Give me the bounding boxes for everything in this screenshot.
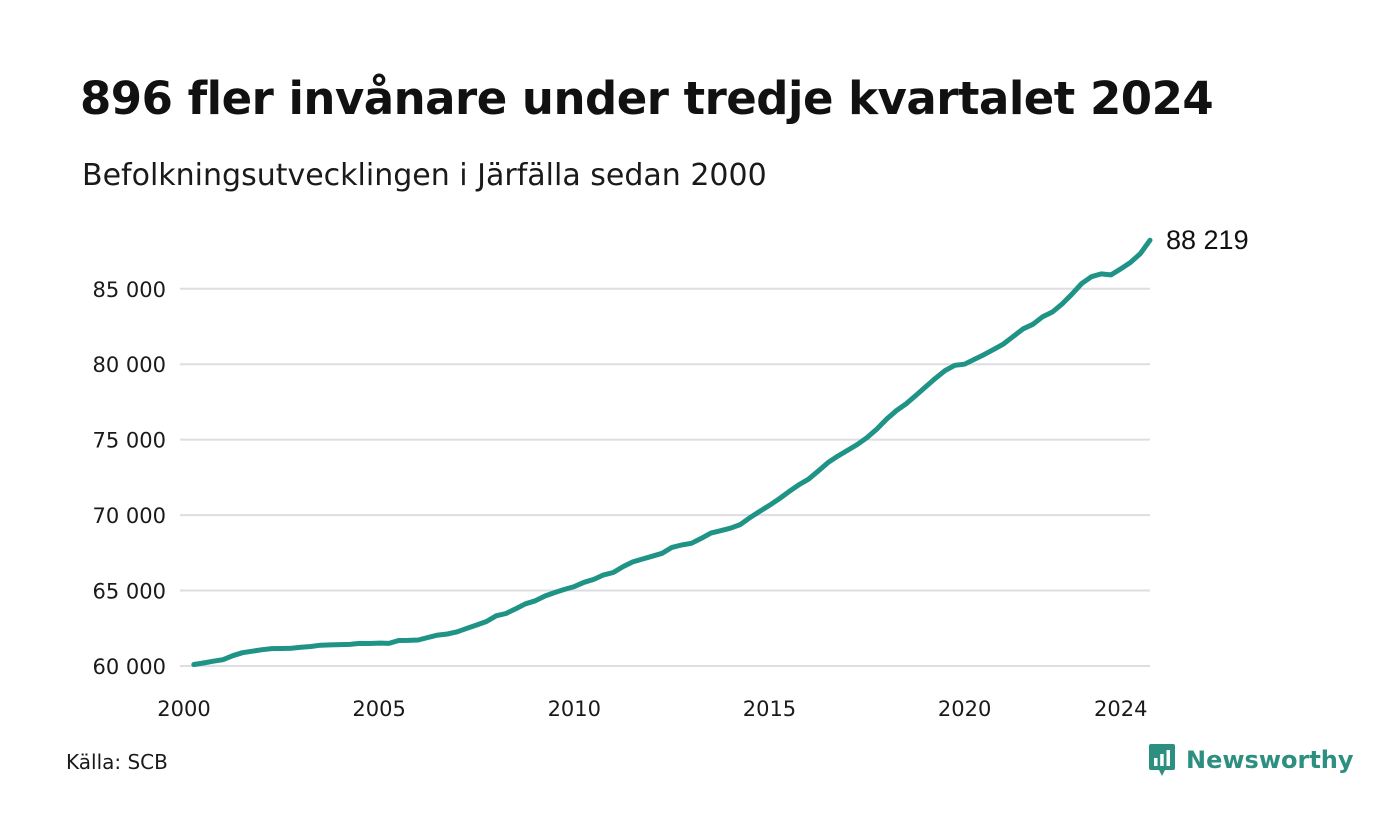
x-tick-label: 2010: [548, 697, 601, 721]
source-note: Källa: SCB: [66, 750, 168, 774]
gridlines: [180, 287, 1150, 667]
y-axis-tick-labels: 60 000 65 000 70 000 75 000 80 000 85 000: [93, 278, 166, 679]
y-tick-label: 80 000: [93, 353, 166, 377]
x-tick-label: 2005: [352, 697, 405, 721]
y-tick-label: 65 000: [93, 580, 166, 604]
end-value-label: 88 219: [1166, 225, 1249, 255]
newsworthy-logo-icon: [1149, 744, 1175, 776]
x-tick-label: 2024: [1094, 697, 1147, 721]
end-label-layer: 88 219: [1166, 225, 1249, 255]
series-line: [191, 237, 1153, 667]
x-axis-tick-labels: 2000 2005 2010 2015 2020 2024: [157, 697, 1147, 721]
x-tick-label: 2015: [743, 697, 796, 721]
y-tick-label: 85 000: [93, 278, 166, 302]
y-tick-label: 60 000: [93, 655, 166, 679]
brand-logo[interactable]: Newsworthy: [1148, 743, 1354, 777]
x-tick-label: 2020: [938, 697, 991, 721]
y-tick-label: 75 000: [93, 429, 166, 453]
chart-subtitle: Befolkningsutvecklingen i Järfälla sedan…: [82, 158, 767, 193]
series-layer: [191, 237, 1153, 667]
brand-name: Newsworthy: [1186, 746, 1354, 774]
chart-title: 896 fler invånare under tredje kvartalet…: [80, 72, 1214, 125]
x-tick-label: 2000: [157, 697, 210, 721]
y-tick-label: 70 000: [93, 504, 166, 528]
